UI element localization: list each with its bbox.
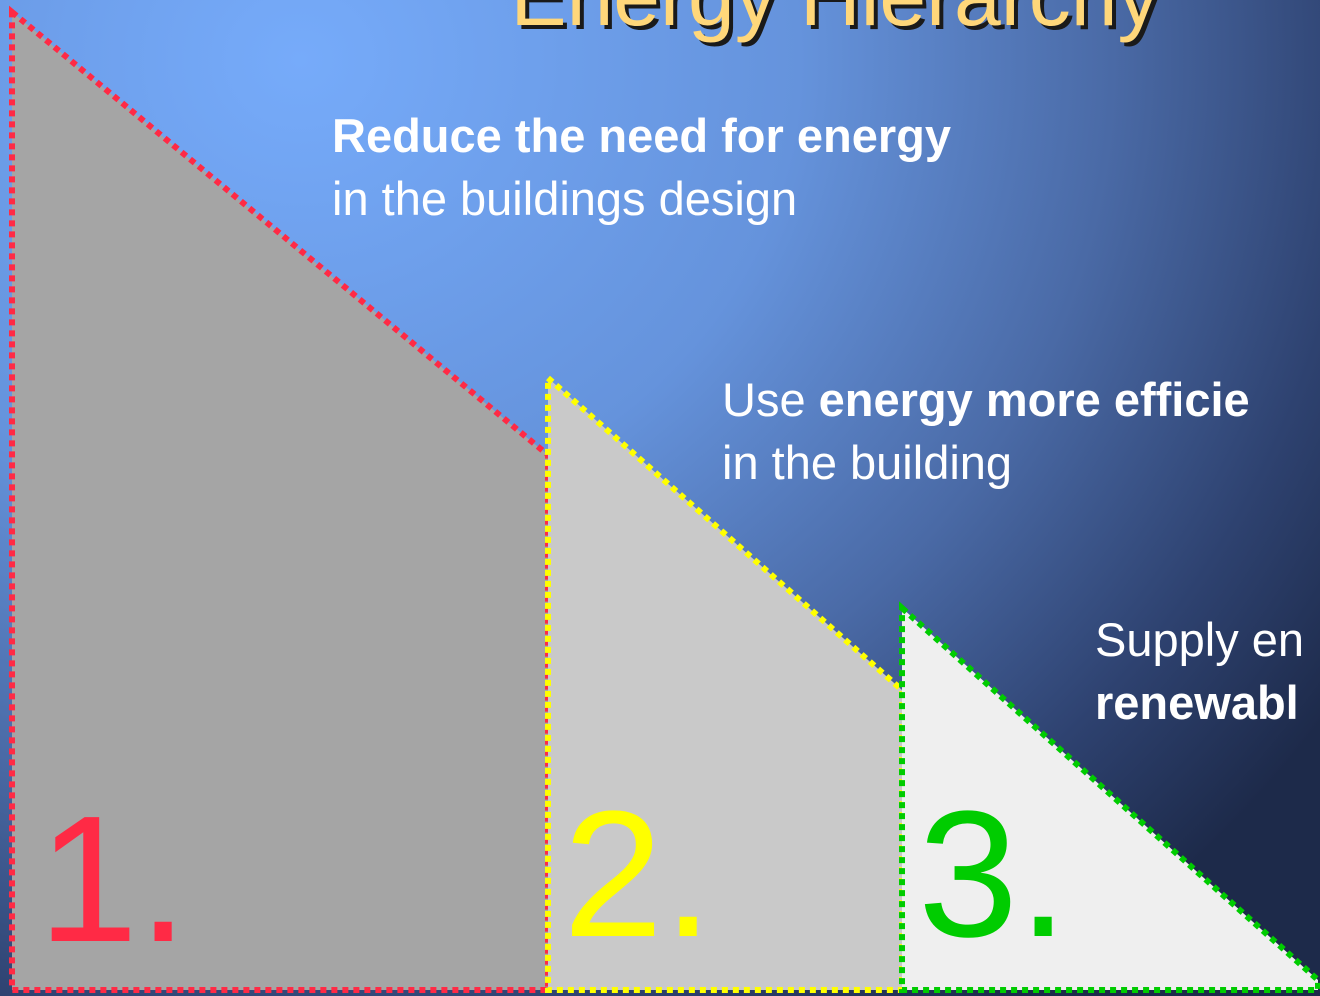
text-segment: Reduce the need for energy xyxy=(332,109,951,162)
step-text-line: Reduce the need for energy xyxy=(332,108,951,163)
step-3-shape xyxy=(899,601,1320,993)
text-segment: Supply en xyxy=(1095,613,1305,666)
step-text-line: Use energy more efficie xyxy=(722,372,1250,427)
step-number: 3. xyxy=(918,774,1069,975)
step-text-line: in the buildings design xyxy=(332,171,797,226)
text-segment: in the building xyxy=(722,436,1013,489)
step-text-line: in the building xyxy=(722,435,1012,490)
text-segment: Use xyxy=(722,373,819,426)
step-number: 2. xyxy=(563,774,714,975)
text-segment: energy more efficie xyxy=(818,373,1250,426)
step-1-shape xyxy=(9,5,551,993)
step-number: 1. xyxy=(38,779,189,980)
text-segment: renewabl xyxy=(1095,676,1299,729)
text-segment: in the buildings design xyxy=(332,172,798,225)
title: Energy Hierarchy xyxy=(511,0,1160,45)
step-text-line: renewabl xyxy=(1095,675,1299,730)
step-text-line: Supply en xyxy=(1095,612,1304,667)
